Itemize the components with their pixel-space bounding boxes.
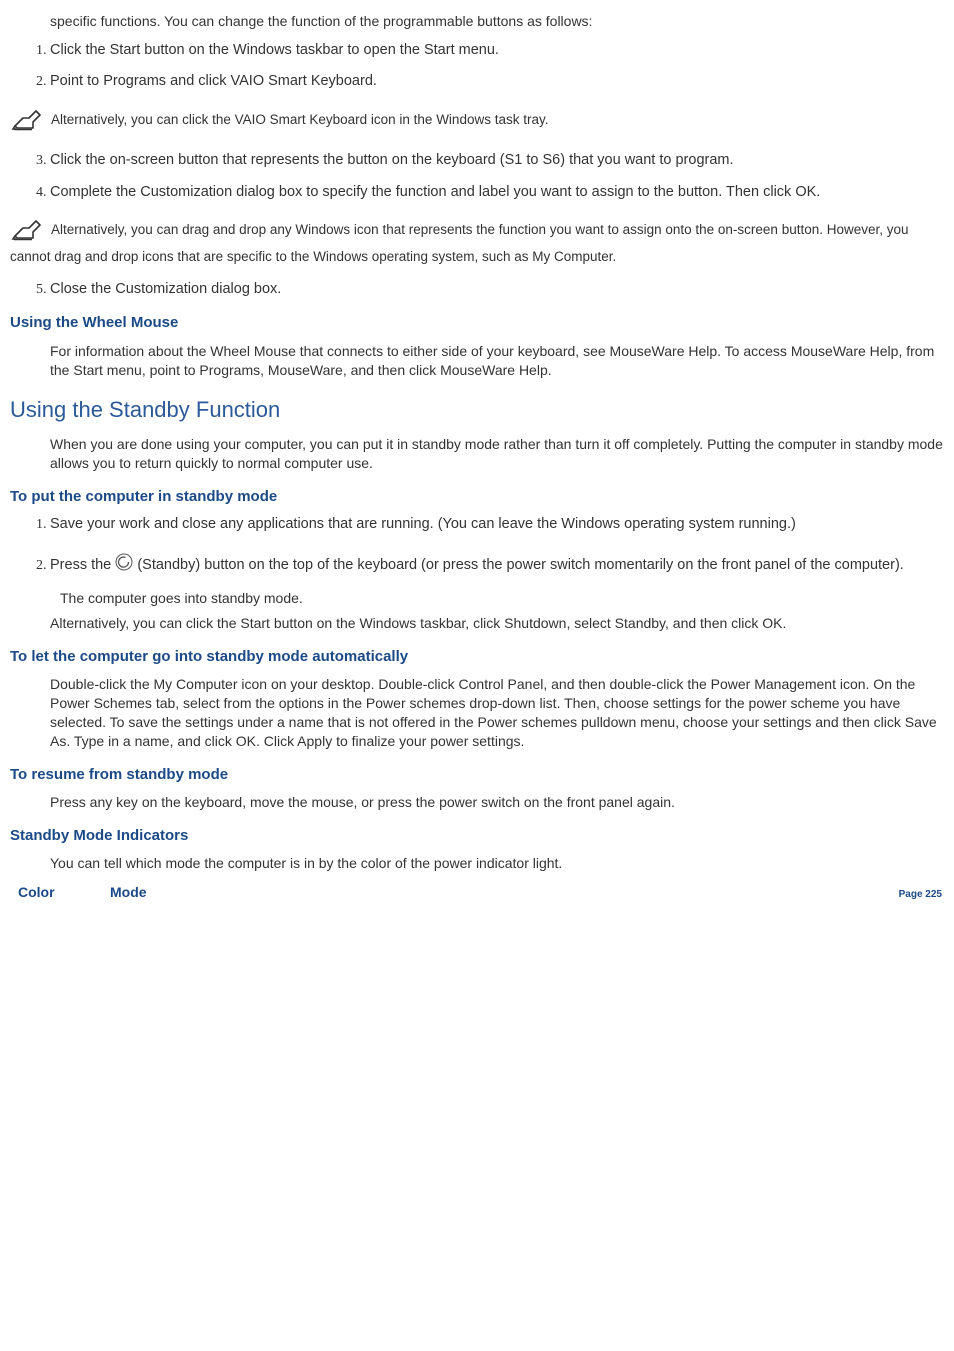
heading-auto-standby: To let the computer go into standby mode… [10, 647, 944, 667]
steps-list-c: Close the Customization dialog box. [30, 280, 944, 300]
note-1: Alternatively, you can click the VAIO Sm… [10, 104, 944, 137]
heading-standby-function: Using the Standby Function [10, 395, 944, 425]
wheel-mouse-text: For information about the Wheel Mouse th… [50, 342, 944, 380]
steps-list-a: Click the Start button on the Windows ta… [30, 41, 944, 92]
indicators-text: You can tell which mode the computer is … [50, 854, 944, 873]
note-2: Alternatively, you can drag and drop any… [10, 214, 944, 265]
step-4: Complete the Customization dialog box to… [50, 183, 944, 203]
standby-icon [115, 553, 133, 578]
standby-result-text: The computer goes into standby mode. [60, 589, 944, 608]
step-3: Click the on-screen button that represen… [50, 151, 944, 171]
auto-standby-text: Double-click the My Computer icon on you… [50, 675, 944, 751]
step-1: Click the Start button on the Windows ta… [50, 41, 944, 61]
note-2-text: Alternatively, you can drag and drop any… [10, 223, 909, 264]
th-color: Color [18, 883, 110, 902]
standby-step-2-b: (Standby) button on the top of the keybo… [137, 557, 904, 573]
page-number: Page 225 [899, 888, 942, 902]
note-1-text: Alternatively, you can click the VAIO Sm… [51, 112, 548, 127]
heading-standby-indicators: Standby Mode Indicators [10, 826, 944, 846]
step-5: Close the Customization dialog box. [50, 280, 944, 300]
pen-note-icon [10, 214, 46, 247]
indicator-table-header: Color Mode Page 225 [10, 883, 944, 902]
th-mode: Mode [110, 883, 230, 902]
standby-intro-text: When you are done using your computer, y… [50, 435, 944, 473]
standby-steps-list: Save your work and close any application… [30, 515, 944, 577]
step-2: Point to Programs and click VAIO Smart K… [50, 72, 944, 92]
standby-step-2-a: Press the [50, 557, 115, 573]
standby-alt-text: Alternatively, you can click the Start b… [50, 614, 944, 633]
standby-step-1: Save your work and close any application… [50, 515, 944, 535]
pen-note-icon [10, 104, 46, 137]
heading-put-standby: To put the computer in standby mode [10, 487, 944, 507]
heading-wheel-mouse: Using the Wheel Mouse [10, 313, 944, 333]
intro-text: specific functions. You can change the f… [50, 12, 944, 31]
steps-list-b: Click the on-screen button that represen… [30, 151, 944, 202]
standby-step-2: Press the (Standby) button on the top of… [50, 553, 944, 578]
resume-text: Press any key on the keyboard, move the … [50, 793, 944, 812]
heading-resume-standby: To resume from standby mode [10, 765, 944, 785]
